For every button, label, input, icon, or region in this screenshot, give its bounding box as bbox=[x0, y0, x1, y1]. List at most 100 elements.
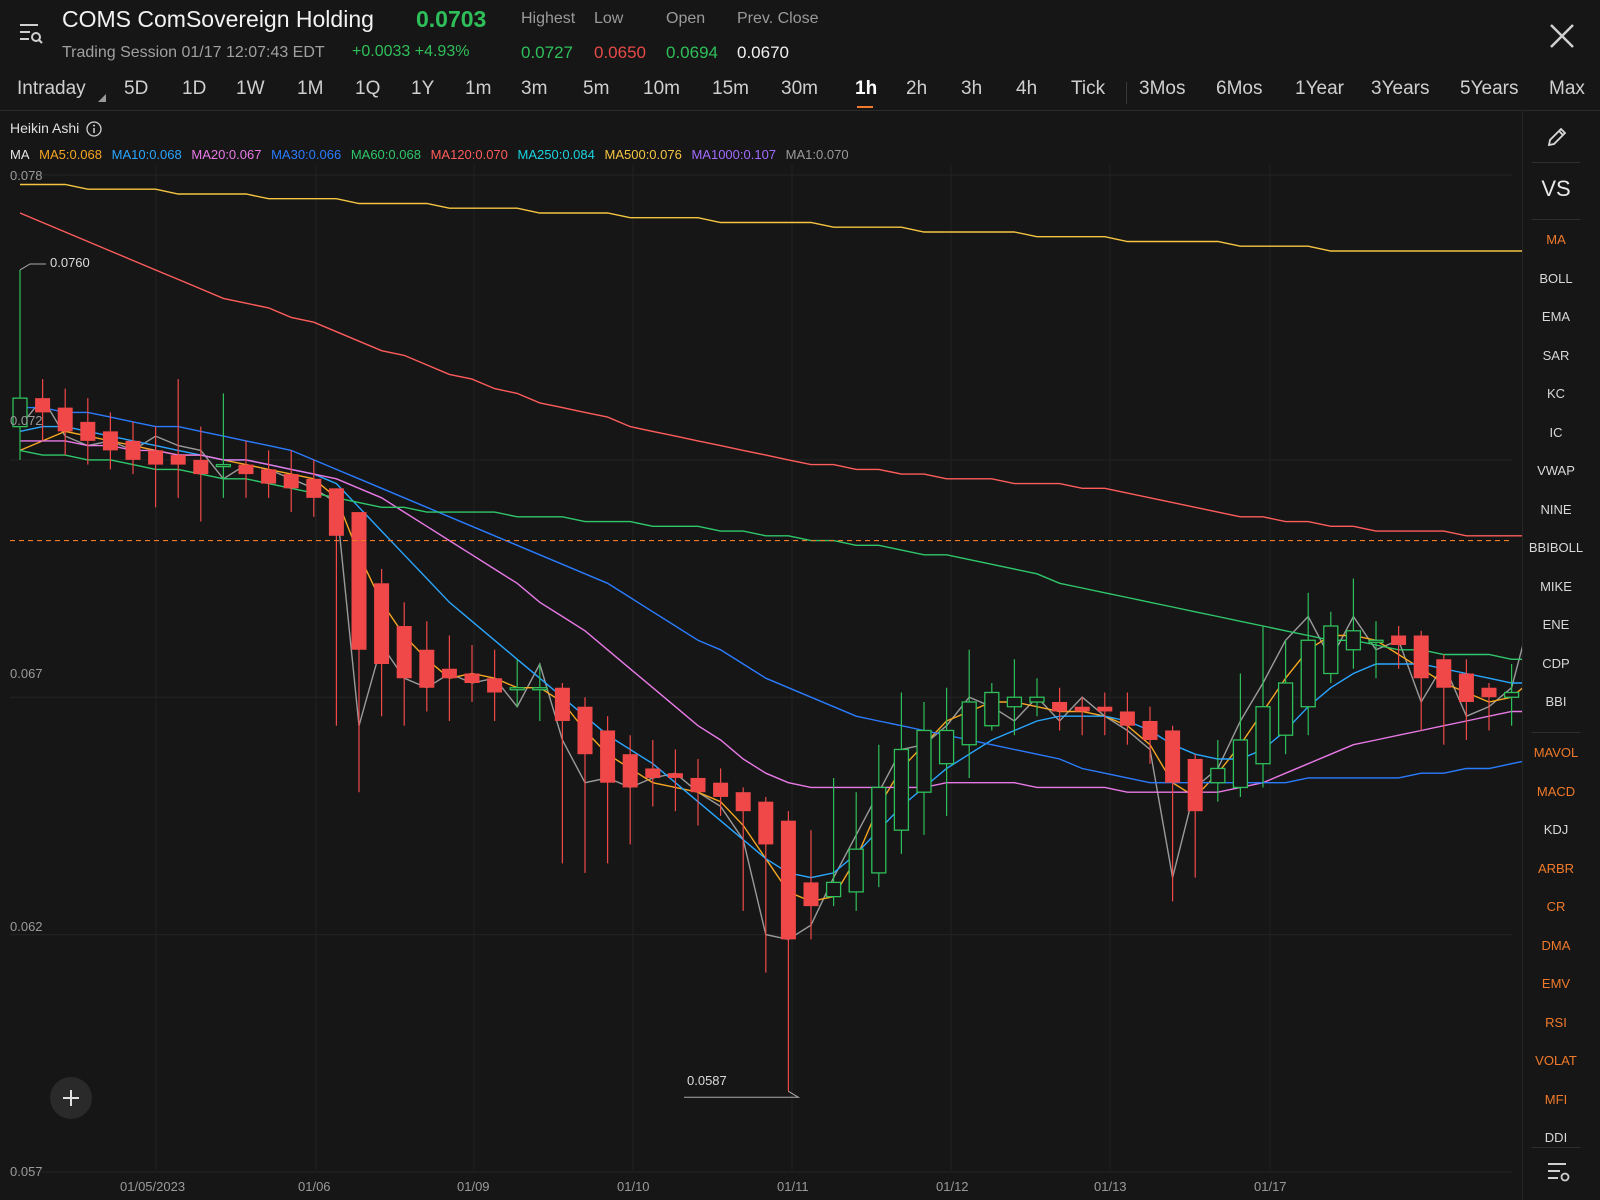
candle-body bbox=[170, 455, 186, 465]
tab-2h[interactable]: 2h bbox=[906, 78, 928, 99]
sub-indicator-mfi[interactable]: MFI bbox=[1544, 1091, 1568, 1107]
tab-4h[interactable]: 4h bbox=[1016, 78, 1038, 99]
candle-body bbox=[12, 397, 28, 428]
candle-body bbox=[1368, 639, 1384, 643]
tab-intraday[interactable]: Intraday bbox=[17, 78, 86, 99]
candle-body bbox=[509, 687, 525, 691]
tab-15min[interactable]: 15m bbox=[712, 78, 749, 99]
candle-body bbox=[1006, 696, 1023, 708]
ma60-value: MA60:0.068 bbox=[350, 147, 421, 162]
y-label-0: 0.078 bbox=[10, 168, 43, 183]
indicator-sar[interactable]: SAR bbox=[1542, 347, 1570, 363]
tab-1d[interactable]: 1D bbox=[182, 78, 207, 99]
candlestick-chart[interactable] bbox=[0, 110, 1522, 1200]
tab-5years[interactable]: 5Years bbox=[1460, 78, 1519, 99]
candle-body bbox=[1503, 691, 1520, 698]
candle-body bbox=[1255, 706, 1271, 765]
x-label-3: 01/10 bbox=[617, 1179, 650, 1194]
candle-body bbox=[374, 583, 390, 665]
candle-body bbox=[916, 729, 932, 793]
indicator-mike[interactable]: MIKE bbox=[1540, 578, 1572, 594]
sub-indicator-rsi[interactable]: RSI bbox=[1545, 1014, 1567, 1030]
x-label-7: 01/17 bbox=[1254, 1179, 1287, 1194]
candle-body bbox=[328, 488, 344, 536]
sub-indicator-mavol[interactable]: MAVOL bbox=[1533, 745, 1579, 760]
tab-max[interactable]: Max bbox=[1549, 78, 1585, 99]
sub-indicator-ddi[interactable]: DDI bbox=[1544, 1130, 1568, 1145]
tab-1h[interactable]: 1h bbox=[855, 78, 878, 99]
sub-indicator-kdj[interactable]: KDJ bbox=[1543, 822, 1569, 837]
close-icon[interactable] bbox=[1546, 20, 1578, 52]
candle-body bbox=[1097, 706, 1113, 712]
indicator-vwap[interactable]: VWAP bbox=[1537, 463, 1575, 478]
tab-5min[interactable]: 5m bbox=[583, 78, 610, 99]
indicator-ema[interactable]: EMA bbox=[1541, 309, 1571, 324]
tab-3min[interactable]: 3m bbox=[521, 78, 548, 99]
tab-30min[interactable]: 30m bbox=[781, 78, 818, 99]
add-drawing-button[interactable] bbox=[50, 1077, 92, 1119]
tab-3years[interactable]: 3Years bbox=[1371, 78, 1430, 99]
tab-6mos[interactable]: 6Mos bbox=[1216, 78, 1263, 99]
tab-1y[interactable]: 1Y bbox=[411, 78, 435, 99]
x-label-1: 01/06 bbox=[298, 1179, 331, 1194]
heikin-ashi-label[interactable]: Heikin Ashi bbox=[10, 120, 80, 136]
candle-body bbox=[600, 730, 616, 783]
compare-vs-button[interactable]: VS bbox=[1541, 176, 1571, 201]
sub-indicator-dma[interactable]: DMA bbox=[1541, 937, 1571, 953]
sub-indicator-emv[interactable]: EMV bbox=[1541, 976, 1571, 991]
pencil-icon[interactable] bbox=[1544, 124, 1570, 150]
ma5-value: MA5:0.068 bbox=[39, 147, 102, 162]
tab-3h[interactable]: 3h bbox=[961, 78, 983, 99]
active-tab-indicator bbox=[857, 106, 873, 108]
candle-body bbox=[35, 398, 51, 413]
candle-body bbox=[1029, 696, 1045, 703]
tab-3mos[interactable]: 3Mos bbox=[1139, 78, 1186, 99]
info-icon[interactable] bbox=[86, 121, 102, 137]
indicator-ma[interactable]: MA bbox=[1546, 232, 1566, 247]
candle-body bbox=[667, 773, 683, 778]
sub-indicator-volat[interactable]: VOLAT bbox=[1535, 1053, 1577, 1068]
tab-1min[interactable]: 1m bbox=[465, 78, 492, 99]
panel-divider bbox=[1532, 1147, 1580, 1148]
candle-body bbox=[464, 673, 480, 683]
candle-body bbox=[193, 459, 209, 475]
plus-icon bbox=[63, 1090, 79, 1106]
candle-body bbox=[102, 431, 118, 451]
indicator-ene[interactable]: ENE bbox=[1542, 617, 1570, 632]
tab-1w[interactable]: 1W bbox=[236, 78, 265, 99]
price-change: +0.0033 +4.93% bbox=[352, 43, 470, 60]
tab-1q[interactable]: 1Q bbox=[355, 78, 381, 99]
candle-body bbox=[1165, 730, 1181, 783]
indicator-nine[interactable]: NINE bbox=[1540, 501, 1572, 517]
candle-body bbox=[1232, 739, 1249, 789]
indicator-ic[interactable]: IC bbox=[1549, 424, 1563, 440]
panel-divider bbox=[1532, 219, 1580, 220]
menu-search-icon[interactable] bbox=[18, 22, 44, 46]
tab-5d[interactable]: 5D bbox=[124, 78, 149, 99]
indicator-settings-icon[interactable] bbox=[1546, 1160, 1572, 1184]
x-label-0: 01/05/2023 bbox=[120, 1179, 186, 1194]
tab-tick[interactable]: Tick bbox=[1071, 78, 1106, 99]
series-line-ma30 bbox=[20, 406, 1522, 784]
ma500-value: MA500:0.076 bbox=[604, 147, 682, 162]
tab-1m[interactable]: 1M bbox=[297, 78, 324, 99]
sub-indicator-macd[interactable]: MACD bbox=[1536, 783, 1576, 799]
indicator-boll[interactable]: BOLL bbox=[1539, 270, 1573, 286]
y-label-2: 0.067 bbox=[10, 666, 43, 681]
stat-label-open: Open bbox=[666, 10, 706, 27]
tab-1year[interactable]: 1Year bbox=[1295, 78, 1344, 99]
sub-indicator-cr[interactable]: CR bbox=[1546, 899, 1566, 914]
candle-body bbox=[351, 512, 367, 650]
candle-body bbox=[848, 848, 864, 893]
sub-indicator-arbr[interactable]: ARBR bbox=[1537, 860, 1575, 876]
y-label-1: 0.072 bbox=[10, 413, 43, 428]
panel-divider bbox=[1532, 162, 1580, 163]
indicator-kc[interactable]: KC bbox=[1546, 386, 1566, 401]
candle-body bbox=[893, 748, 910, 831]
tab-10min[interactable]: 10m bbox=[643, 78, 680, 99]
indicator-bbi[interactable]: BBI bbox=[1545, 694, 1567, 709]
candle-body bbox=[1210, 767, 1226, 784]
indicator-cdp[interactable]: CDP bbox=[1542, 655, 1570, 671]
ma1-value: MA1:0.070 bbox=[785, 147, 849, 162]
indicator-bbiboll[interactable]: BBIBOLL bbox=[1528, 540, 1584, 555]
